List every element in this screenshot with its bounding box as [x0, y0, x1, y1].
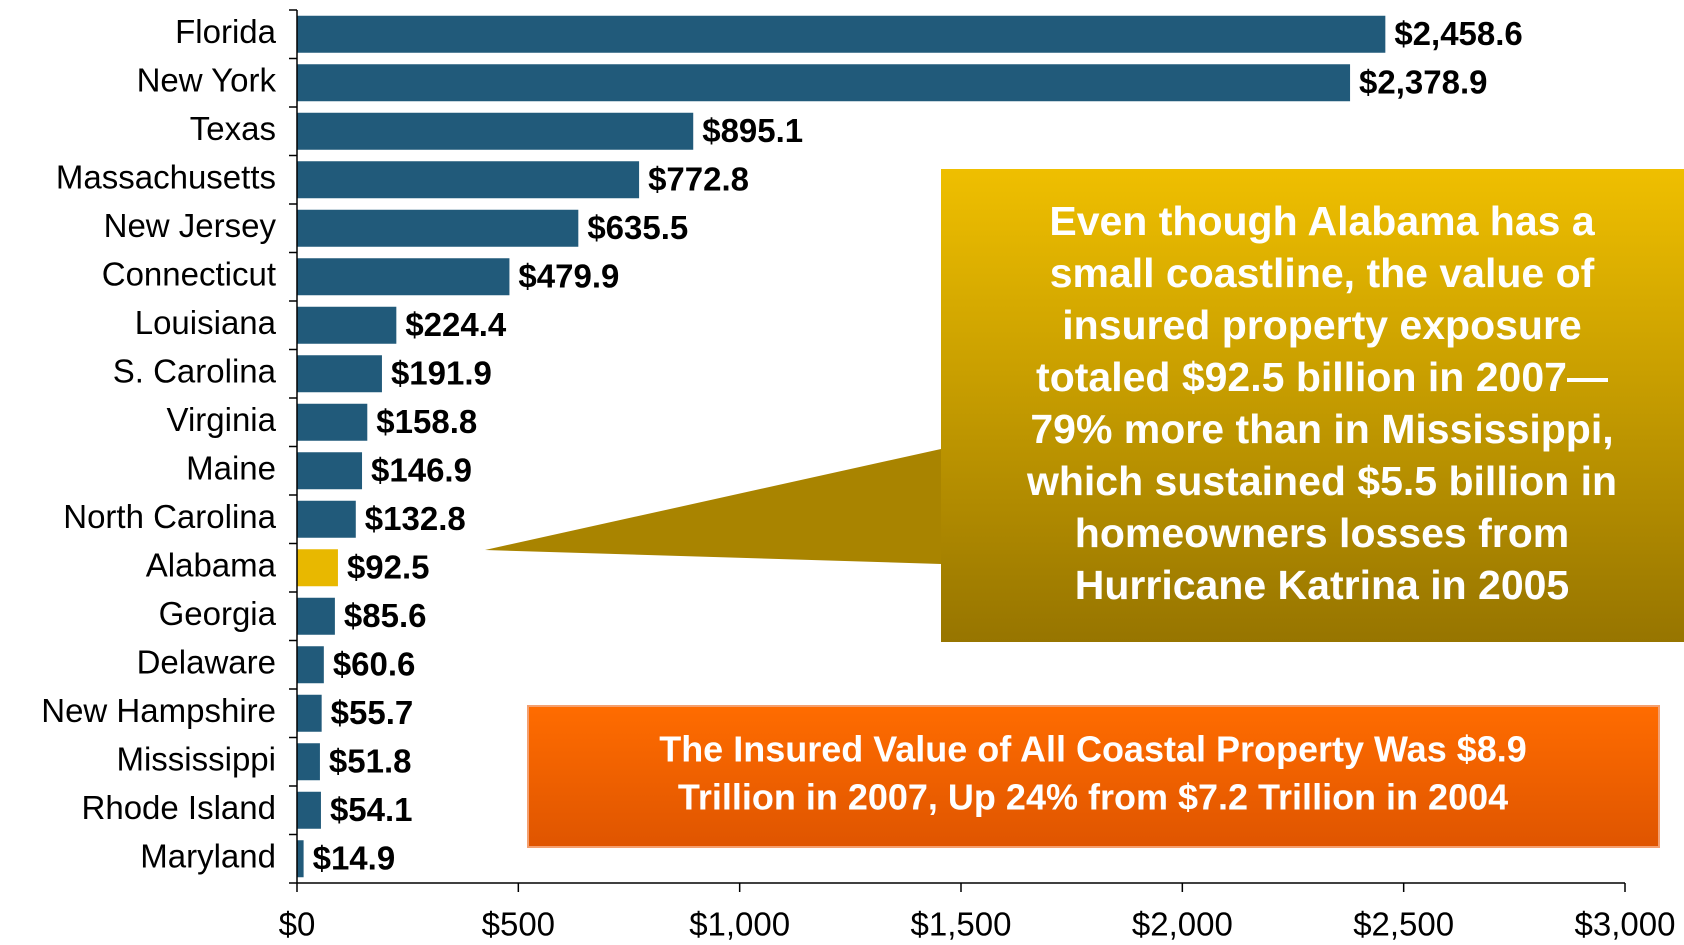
annotation-line: which sustained $5.5 billion in	[1026, 458, 1617, 504]
x-tick-label: $0	[279, 906, 316, 943]
bar	[297, 306, 397, 344]
value-label: $158.8	[376, 403, 477, 440]
bar	[297, 694, 322, 732]
annotation-line: Trillion in 2007, Up 24% from $7.2 Trill…	[678, 777, 1508, 818]
bar	[297, 452, 363, 490]
value-label: $191.9	[391, 354, 492, 391]
category-label: Texas	[190, 110, 276, 147]
annotation-line: homeowners losses from	[1075, 510, 1569, 556]
value-label: $224.4	[405, 306, 507, 343]
value-label: $2,458.6	[1394, 15, 1522, 52]
bar	[297, 549, 338, 587]
annotation-line: The Insured Value of All Coastal Propert…	[659, 729, 1527, 770]
annotation-line: 79% more than in Mississippi,	[1030, 406, 1613, 452]
category-label: Alabama	[146, 546, 277, 583]
annotation-line: totaled $92.5 billion in 2007—	[1036, 354, 1608, 400]
bar	[297, 112, 694, 150]
category-label: Virginia	[167, 401, 277, 438]
annotation-line: Even though Alabama has a	[1049, 198, 1595, 244]
bar	[297, 64, 1351, 102]
value-label: $92.5	[347, 548, 430, 585]
category-label: Delaware	[137, 643, 276, 680]
value-label: $146.9	[371, 451, 472, 488]
callout-pointer	[485, 449, 941, 564]
x-tick-label: $1,000	[689, 906, 790, 943]
value-label: $132.8	[365, 500, 466, 537]
category-label: New Jersey	[104, 207, 277, 244]
category-label: Rhode Island	[82, 789, 276, 826]
x-tick-label: $3,000	[1575, 906, 1676, 943]
annotation-line: insured property exposure	[1062, 302, 1581, 348]
value-label: $51.8	[329, 742, 412, 779]
bar	[297, 500, 356, 538]
category-label: Florida	[175, 13, 277, 50]
value-label: $479.9	[518, 257, 619, 294]
bar	[297, 258, 510, 296]
bar	[297, 840, 304, 878]
category-label: Maine	[186, 449, 276, 486]
x-tick-label: $2,500	[1353, 906, 1454, 943]
x-tick-label: $2,000	[1132, 906, 1233, 943]
bar	[297, 403, 368, 441]
category-label: Massachusetts	[56, 158, 276, 195]
category-label: Connecticut	[102, 255, 276, 292]
annotation-line: small coastline, the value of	[1050, 250, 1595, 296]
category-label: New York	[137, 61, 277, 98]
category-label: North Carolina	[63, 498, 276, 535]
category-label: Georgia	[159, 595, 277, 632]
value-label: $85.6	[344, 597, 427, 634]
value-label: $54.1	[330, 791, 413, 828]
value-label: $2,378.9	[1359, 63, 1487, 100]
bar	[297, 743, 320, 781]
value-label: $60.6	[333, 645, 416, 682]
bar	[297, 161, 640, 199]
value-label: $635.5	[587, 209, 688, 246]
bar	[297, 15, 1386, 53]
value-label: $14.9	[313, 839, 396, 876]
x-tick-label: $500	[482, 906, 555, 943]
bar	[297, 646, 324, 684]
value-label: $772.8	[648, 160, 749, 197]
bar	[297, 209, 579, 247]
category-label: S. Carolina	[113, 352, 277, 389]
note-box	[527, 705, 1660, 848]
category-label: Louisiana	[135, 304, 277, 341]
annotation-line: Hurricane Katrina in 2005	[1075, 562, 1569, 608]
category-label: New Hampshire	[41, 692, 276, 729]
bar	[297, 791, 321, 829]
bar	[297, 597, 335, 635]
value-label: $55.7	[331, 694, 414, 731]
bar	[297, 355, 382, 393]
value-label: $895.1	[702, 112, 803, 149]
x-tick-label: $1,500	[911, 906, 1012, 943]
category-label: Mississippi	[116, 740, 276, 777]
callout	[485, 169, 1684, 642]
category-label: Maryland	[140, 837, 276, 874]
callout-box	[941, 169, 1684, 642]
